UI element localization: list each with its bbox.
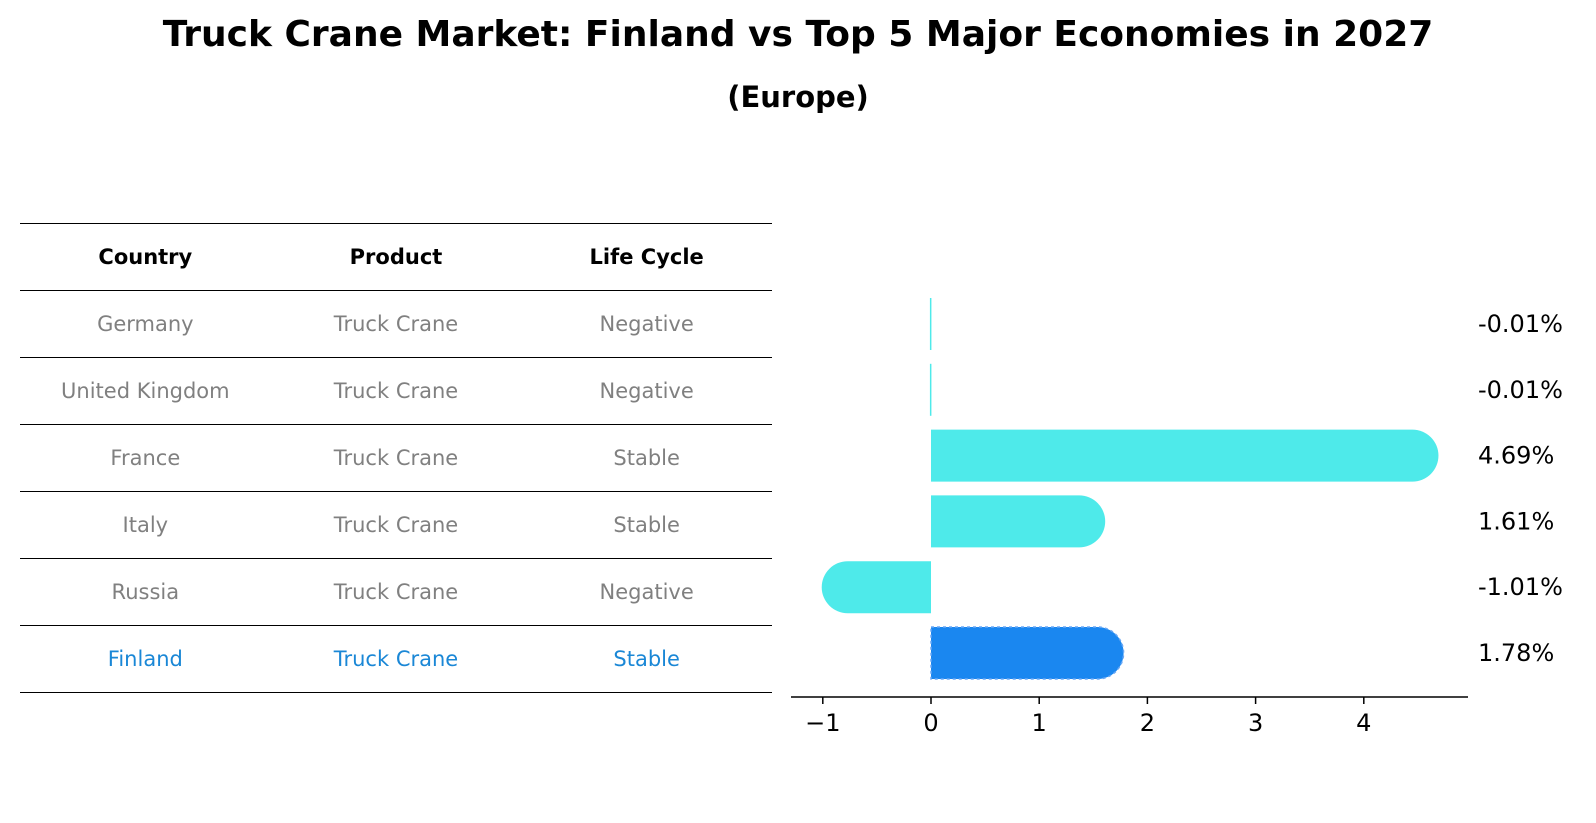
- cell-country: France: [20, 424, 271, 492]
- header-product: Product: [270, 223, 522, 291]
- table-row-highlight: Finland Truck Crane Stable: [20, 625, 772, 693]
- cell-country: Russia: [20, 558, 271, 626]
- header-country: Country: [20, 223, 271, 291]
- x-tick-label: −1: [805, 709, 840, 737]
- cell-life-cycle: Stable: [521, 625, 772, 693]
- bar-value-label: 4.69%: [1478, 442, 1554, 470]
- x-tick-label: 0: [923, 709, 938, 737]
- cell-life-cycle: Negative: [521, 558, 772, 626]
- cell-product: Truck Crane: [270, 290, 522, 358]
- x-tick-label: 3: [1248, 709, 1263, 737]
- cell-country: Italy: [20, 491, 271, 559]
- table-row: Russia Truck Crane Negative: [20, 558, 772, 626]
- cell-life-cycle: Stable: [521, 424, 772, 492]
- x-tick-label: 1: [1032, 709, 1047, 737]
- cell-product: Truck Crane: [270, 491, 522, 559]
- cell-product: Truck Crane: [270, 625, 522, 693]
- bar-value-label: -0.01%: [1478, 310, 1563, 338]
- chart-title: Truck Crane Market: Finland vs Top 5 Maj…: [162, 14, 1434, 55]
- cell-life-cycle: Stable: [521, 491, 772, 559]
- bar-value-label: -0.01%: [1478, 376, 1563, 404]
- cell-product: Truck Crane: [270, 558, 522, 626]
- cell-country: Germany: [20, 290, 271, 358]
- table-row: Germany Truck Crane Negative: [20, 290, 772, 358]
- cell-life-cycle: Negative: [521, 290, 772, 358]
- x-tick-label: 2: [1140, 709, 1155, 737]
- cell-product: Truck Crane: [270, 357, 522, 425]
- x-tick-label: 4: [1356, 709, 1371, 737]
- bar: [931, 429, 1439, 482]
- cell-country: United Kingdom: [20, 357, 271, 425]
- header-life-cycle: Life Cycle: [521, 223, 772, 291]
- bar: [821, 561, 931, 614]
- cell-country: Finland: [20, 625, 271, 693]
- table-row: France Truck Crane Stable: [20, 424, 772, 492]
- chart-subtitle: (Europe): [727, 80, 869, 114]
- table-row: United Kingdom Truck Crane Negative: [20, 357, 772, 425]
- bar-value-label: -1.01%: [1478, 573, 1563, 601]
- bar: [931, 495, 1106, 548]
- cell-product: Truck Crane: [270, 424, 522, 492]
- bar-value-label: 1.61%: [1478, 507, 1554, 535]
- table-header-row: Country Product Life Cycle: [20, 223, 772, 291]
- table-row: Italy Truck Crane Stable: [20, 491, 772, 559]
- bar: [929, 363, 932, 416]
- country-table: Country Product Life Cycle Germany Truck…: [20, 223, 772, 693]
- bar: [929, 298, 932, 350]
- bar-highlight: [930, 626, 1125, 680]
- bar-value-label: 1.78%: [1478, 639, 1554, 667]
